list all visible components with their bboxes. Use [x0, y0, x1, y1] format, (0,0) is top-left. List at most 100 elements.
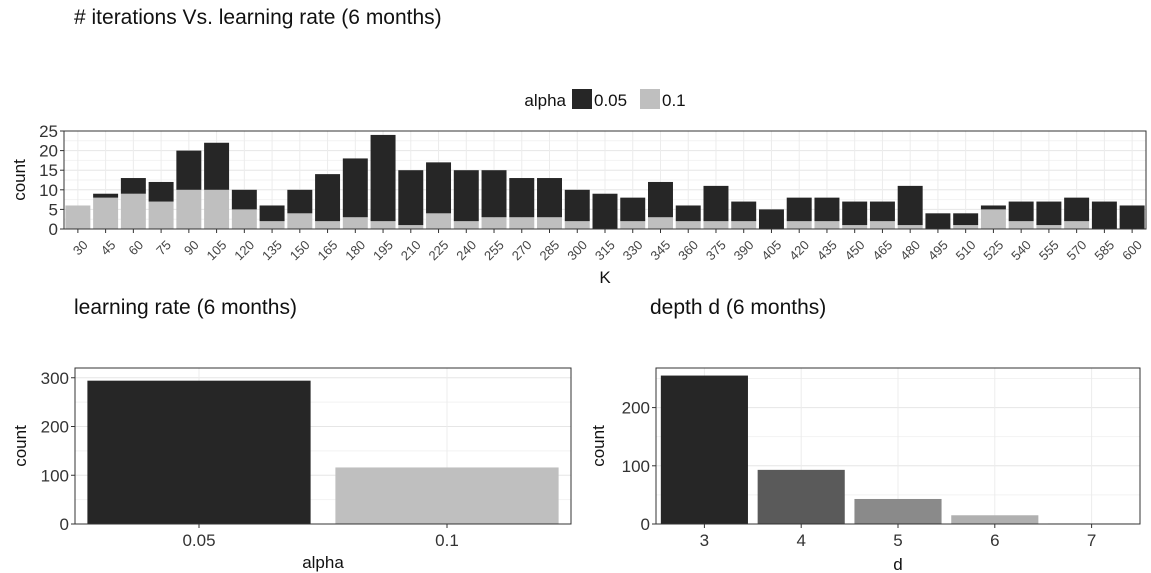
bar-k450-alpha-0.05 — [842, 201, 868, 226]
k-chart-xtick-label-120: 120 — [231, 237, 257, 263]
bar-k225-alpha-0.05 — [426, 162, 452, 214]
k-chart-xtick-label-450: 450 — [842, 237, 868, 263]
bar-k540-alpha-0.1 — [1008, 221, 1034, 229]
bar-k420-alpha-0.05 — [786, 197, 812, 222]
bar-k165-alpha-0.1 — [315, 221, 341, 229]
k-chart-xtick-label-570: 570 — [1064, 237, 1090, 263]
k-chart-ytick-label-0: 0 — [49, 220, 58, 239]
k-chart-xtick-label-255: 255 — [481, 237, 507, 263]
bar-k150-alpha-0.1 — [287, 213, 313, 229]
bar-k555-alpha-0.1 — [1036, 225, 1062, 229]
depth-chart-xtick-label-7: 7 — [1087, 531, 1096, 550]
bar-k345-alpha-0.1 — [648, 217, 673, 229]
learning-rate-chart-title: learning rate (6 months) — [74, 296, 297, 319]
bar-k525-alpha-0.1 — [980, 209, 1006, 229]
bar-k240-alpha-0.05 — [453, 170, 479, 222]
bar-k30-alpha-0.1 — [65, 205, 91, 229]
bar-k270-alpha-0.1 — [509, 217, 535, 229]
bar-k225-alpha-0.1 — [426, 213, 452, 229]
alpha-chart-ytick-label-300: 300 — [41, 369, 69, 388]
k-chart-xtick-label-300: 300 — [564, 237, 590, 263]
bar-k105-alpha-0.1 — [204, 189, 230, 229]
bar-k480-alpha-0.1 — [897, 225, 923, 229]
bar-k435-alpha-0.1 — [814, 221, 840, 229]
bar-depth-3 — [660, 375, 748, 524]
alpha-chart-ytick-label-200: 200 — [41, 418, 69, 437]
depth-chart-xtick-label-6: 6 — [990, 531, 999, 550]
k-chart-xtick-label-150: 150 — [287, 237, 313, 263]
k-chart-xtick-label-600: 600 — [1119, 237, 1145, 263]
bar-alpha-0.05 — [87, 380, 311, 524]
bar-k300-alpha-0.1 — [564, 221, 590, 229]
bar-k525-alpha-0.05 — [980, 205, 1006, 210]
k-chart-xtick-label-285: 285 — [536, 237, 562, 263]
k-chart-xtick-label-555: 555 — [1036, 237, 1062, 263]
bar-k405-alpha-0.05 — [758, 209, 784, 229]
k-chart-xtick-label-420: 420 — [786, 237, 812, 263]
k-chart-xtick-label-375: 375 — [703, 237, 729, 263]
depth-chart-ylabel: count — [589, 425, 608, 467]
bar-k420-alpha-0.1 — [786, 221, 812, 229]
k-chart-xtick-label-315: 315 — [592, 237, 618, 263]
k-chart-xtick-label-345: 345 — [647, 237, 673, 263]
bar-k150-alpha-0.05 — [287, 189, 313, 214]
k-chart-xtick-label-360: 360 — [675, 237, 701, 263]
bar-k210-alpha-0.05 — [398, 170, 424, 226]
bar-k465-alpha-0.05 — [869, 201, 895, 222]
bar-k90-alpha-0.05 — [176, 150, 202, 190]
bar-k210-alpha-0.1 — [398, 225, 424, 229]
k-chart-xtick-label-60: 60 — [125, 237, 146, 258]
bar-k600-alpha-0.05 — [1119, 205, 1145, 229]
alpha-chart-ylabel: count — [11, 425, 30, 467]
bar-k450-alpha-0.1 — [842, 225, 868, 229]
bar-k135-alpha-0.1 — [259, 221, 285, 229]
alpha-chart-panel-border — [74, 367, 572, 525]
bar-k75-alpha-0.1 — [148, 201, 174, 229]
k-chart-xtick-label-540: 540 — [1008, 237, 1034, 263]
bar-k180-alpha-0.05 — [342, 158, 368, 218]
k-chart-xtick-label-585: 585 — [1091, 237, 1117, 263]
bar-k285-alpha-0.05 — [537, 178, 562, 218]
bar-k555-alpha-0.05 — [1036, 201, 1062, 226]
k-chart-xtick-label-105: 105 — [204, 237, 230, 263]
k-chart-xtick-label-525: 525 — [980, 237, 1006, 263]
bar-k510-alpha-0.1 — [953, 225, 979, 229]
bar-k135-alpha-0.05 — [259, 205, 285, 222]
k-chart-xtick-label-465: 465 — [869, 237, 895, 263]
bar-k45-alpha-0.05 — [93, 193, 119, 198]
depth-chart-ytick-label-100: 100 — [622, 457, 650, 476]
depth-chart-title: depth d (6 months) — [650, 296, 827, 319]
bar-k120-alpha-0.1 — [231, 209, 257, 229]
bar-k75-alpha-0.05 — [148, 181, 174, 202]
bar-depth-6 — [951, 515, 1039, 524]
bar-k570-alpha-0.1 — [1064, 221, 1090, 229]
bar-k270-alpha-0.05 — [509, 178, 535, 218]
alpha-chart-xtick-label-0.05: 0.05 — [182, 531, 215, 550]
k-chart-xtick-label-435: 435 — [814, 237, 840, 263]
k-chart-xtick-label-495: 495 — [925, 237, 951, 263]
k-chart-xtick-label-30: 30 — [70, 237, 91, 258]
k-chart-xtick-label-480: 480 — [897, 237, 923, 263]
bar-k60-alpha-0.05 — [120, 178, 146, 194]
k-chart-xtick-label-510: 510 — [953, 237, 979, 263]
k-chart-ytick-label-5: 5 — [49, 200, 58, 219]
bar-k375-alpha-0.1 — [703, 221, 729, 229]
k-chart-xtick-label-135: 135 — [259, 237, 285, 263]
depth-chart-xtick-label-5: 5 — [893, 531, 902, 550]
bar-k330-alpha-0.1 — [620, 221, 646, 229]
k-chart-xtick-label-45: 45 — [98, 237, 119, 258]
k-chart-xtick-label-180: 180 — [342, 237, 368, 263]
bar-k180-alpha-0.1 — [342, 217, 368, 229]
legend-label-0.05: 0.05 — [594, 91, 627, 110]
k-chart-ytick-label-20: 20 — [39, 142, 58, 161]
bar-k390-alpha-0.1 — [731, 221, 757, 229]
bar-k195-alpha-0.05 — [370, 134, 396, 222]
bar-k495-alpha-0.05 — [925, 213, 951, 229]
bar-alpha-0.1 — [335, 467, 559, 524]
bar-k570-alpha-0.05 — [1064, 197, 1090, 222]
legend-label-0.1: 0.1 — [662, 91, 686, 110]
bar-k300-alpha-0.05 — [564, 189, 590, 222]
bar-k105-alpha-0.05 — [204, 142, 230, 190]
k-chart-xtick-label-240: 240 — [453, 237, 479, 263]
